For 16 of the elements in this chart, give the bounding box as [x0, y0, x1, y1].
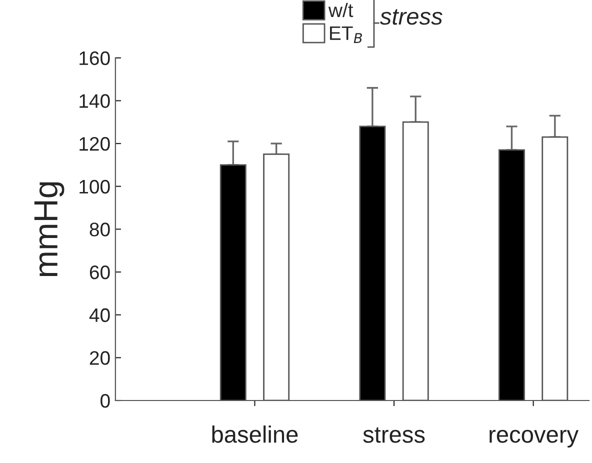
- y-tick-label: 160: [80, 51, 110, 66]
- x-tick-label: recovery: [490, 430, 579, 448]
- y-tick-label: 100: [80, 180, 110, 194]
- y-tick-label: 60: [90, 265, 110, 280]
- legend-label: ET$_{B}$: [330, 26, 362, 44]
- x-tick-label: stress: [363, 427, 425, 443]
- y-tick-label: 140: [80, 94, 110, 108]
- y-tick-label: 0: [100, 394, 110, 408]
- y-tick-label: 40: [89, 308, 110, 322]
- y-tick-label: 120: [80, 137, 110, 151]
- legend-title: stress: [380, 9, 442, 25]
- y-tick-label: 80: [90, 222, 110, 236]
- y-axis-title: mmHg: [34, 182, 64, 276]
- x-tick-label: baseline: [212, 425, 298, 443]
- y-tick-label: 20: [90, 351, 110, 365]
- legend-label: w/t: [328, 2, 354, 18]
